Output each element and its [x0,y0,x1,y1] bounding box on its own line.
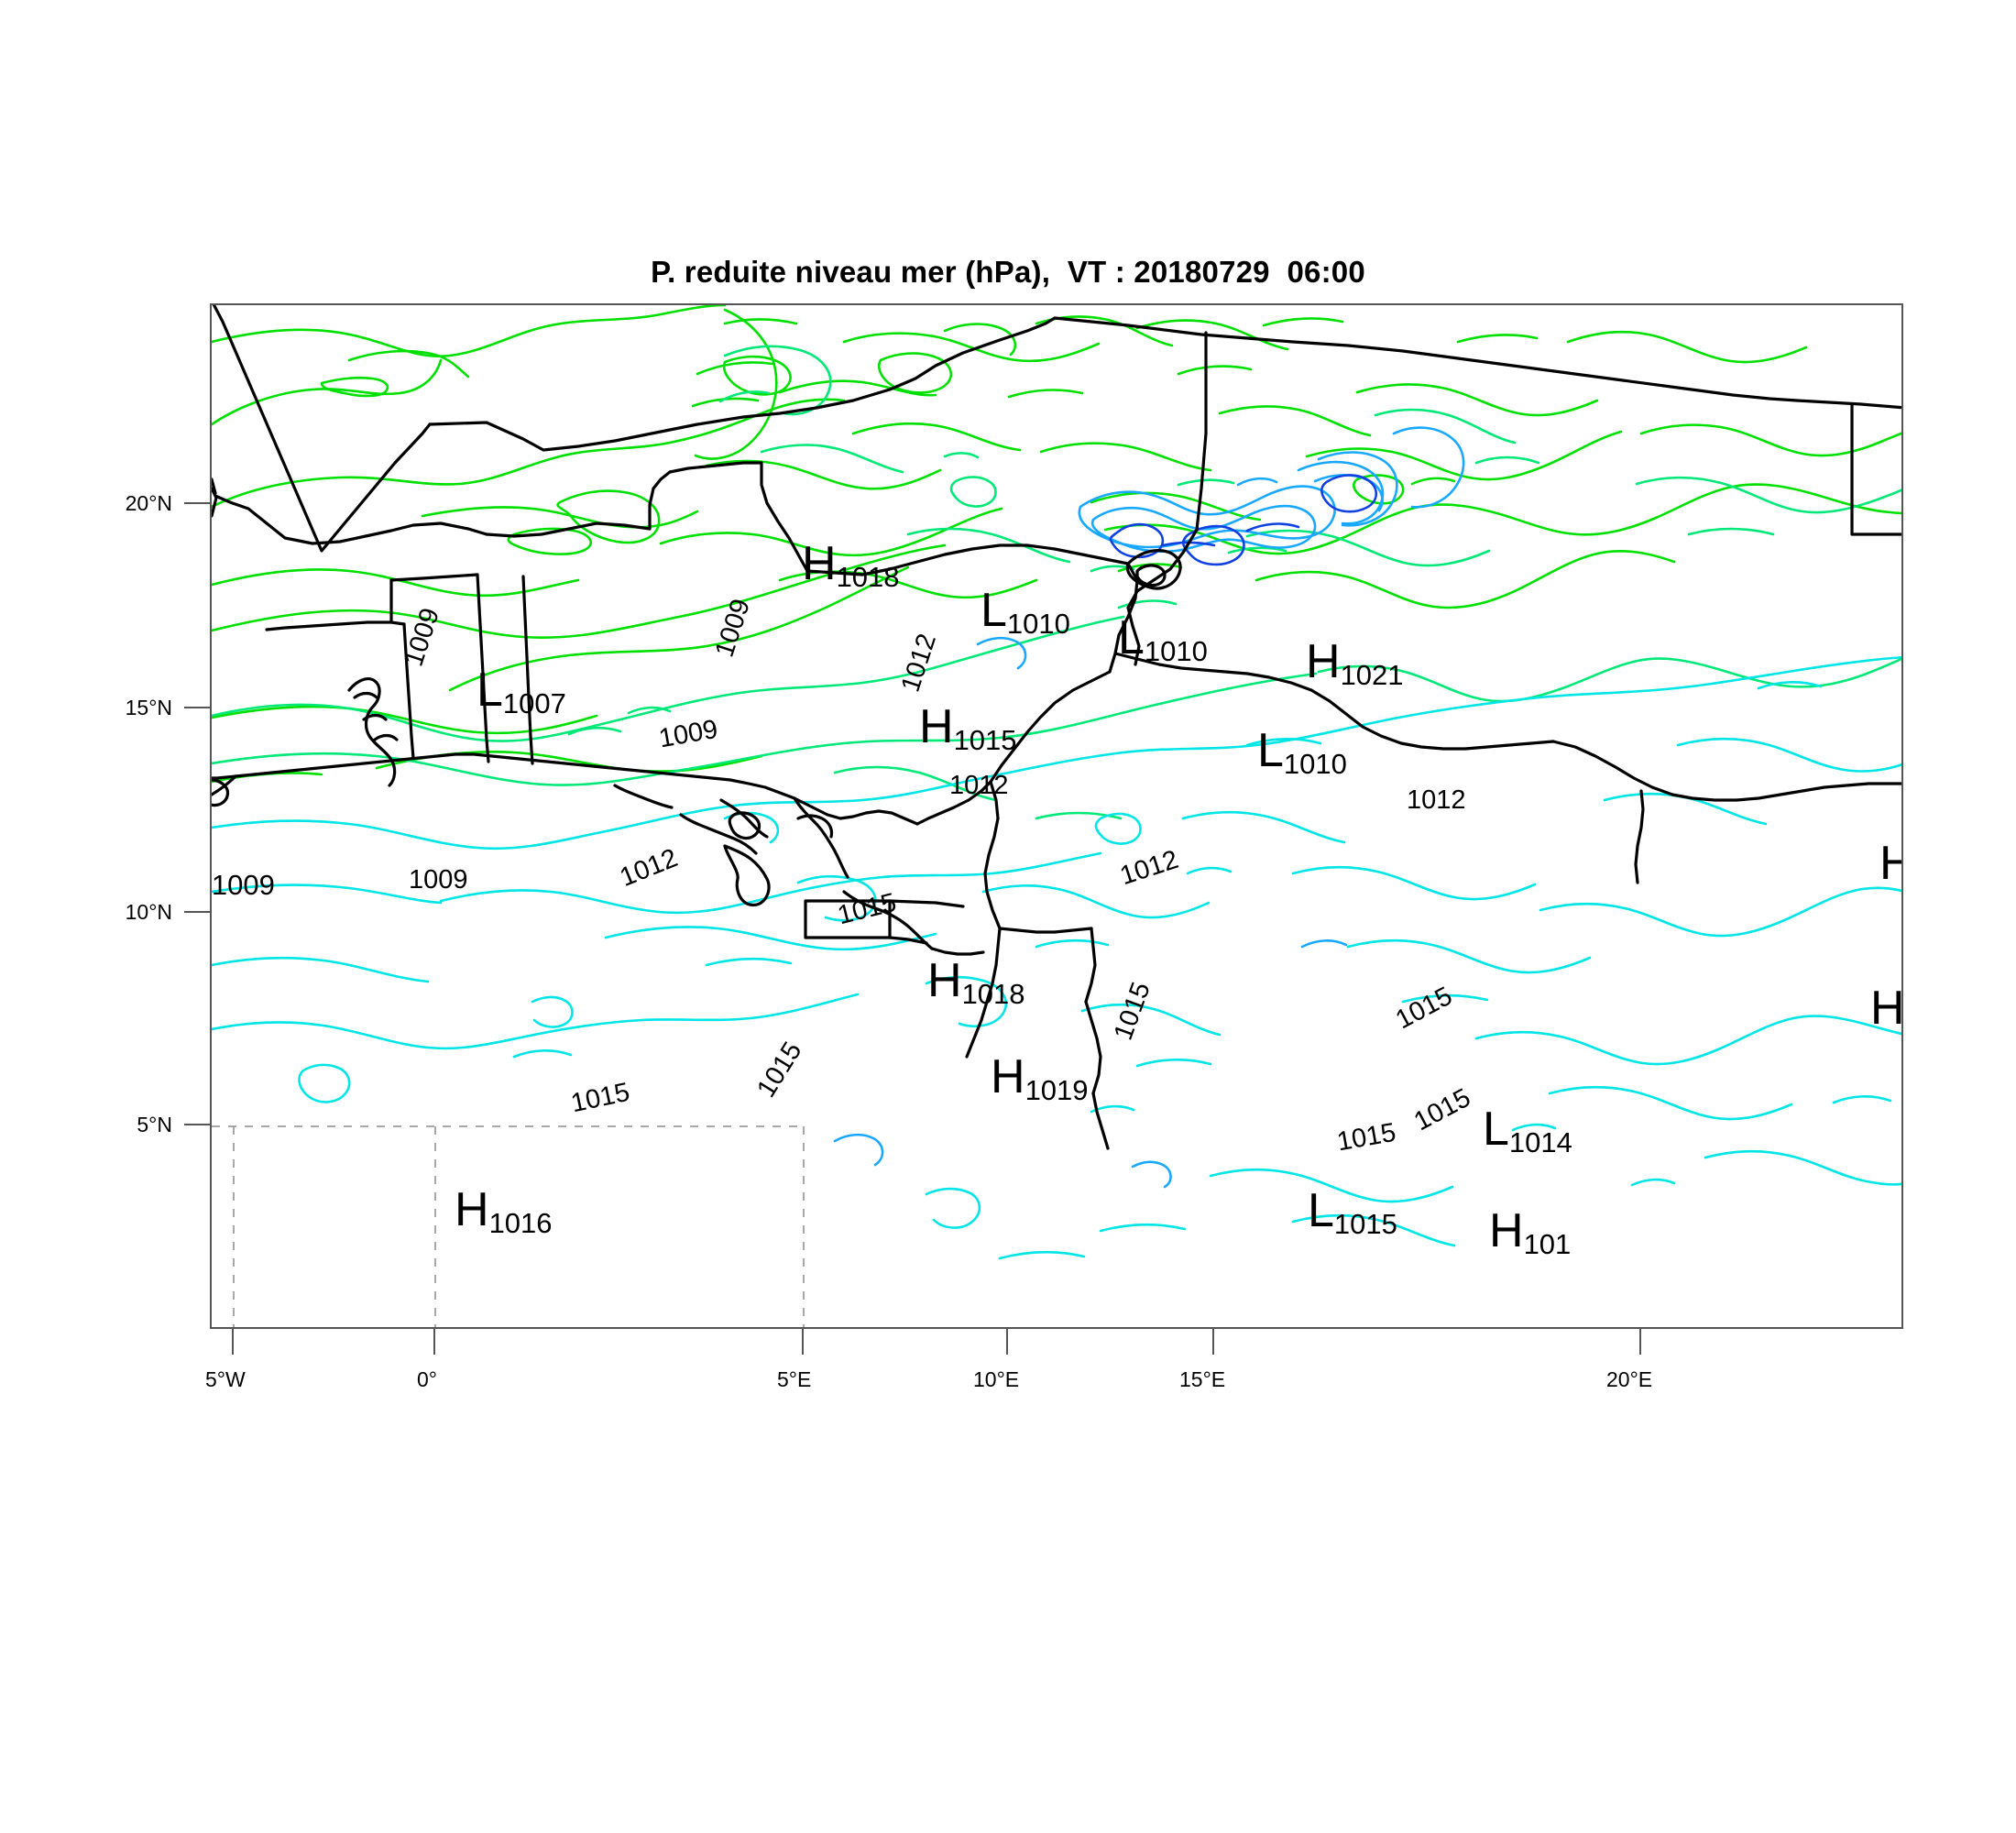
pressure-center-H-1018-north: H1018 [802,537,900,593]
x-tick-mark [1212,1329,1214,1355]
y-tick-mark [184,1124,210,1125]
x-tick-label-20E: 20°E [1606,1367,1653,1391]
x-tick-label-5W: 5°W [205,1367,246,1391]
x-tick-label-5E: 5°E [777,1367,812,1391]
x-tick-mark [1006,1329,1008,1355]
contour-group-1015 [212,655,1901,1260]
geography-borders [212,305,1901,1150]
pressure-center-L-1014: L1014 [1483,1103,1572,1158]
pressure-center-L-1010-a: L1010 [981,584,1070,640]
graticule-dashed [212,1125,805,1327]
pressure-center-H-1016: H1016 [455,1183,553,1239]
y-tick-mark [184,707,210,708]
y-tick-mark [184,502,210,504]
y-tick-label-10N: 10°N [125,900,172,924]
pressure-center-H-right-edge-a: H [1879,840,1901,887]
pressure-center-L-1010-b: L1010 [1118,611,1208,667]
contour-group-1009 [212,305,1901,784]
x-tick-mark [433,1329,435,1355]
pressure-center-L-1009: L1009 [211,869,275,901]
contour-label: 1012 [949,771,1009,800]
pressure-center-L-1010-c: L1010 [1257,724,1347,780]
pressure-center-H-1018-central: H1018 [927,954,1025,1010]
x-tick-label-0: 0° [417,1367,437,1391]
x-tick-mark [1639,1329,1641,1355]
y-tick-mark [184,911,210,913]
y-tick-label-20N: 20°N [125,491,172,515]
x-tick-label-10E: 10°E [973,1367,1020,1391]
x-tick-mark [232,1329,234,1355]
pressure-center-H-1021: H1021 [1306,635,1404,691]
x-tick-mark [802,1329,804,1355]
contour-group-1012 [212,345,1901,820]
page-title: P. reduite niveau mer (hPa), VT : 201807… [651,255,1365,289]
pressure-center-L-1015: L1015 [1308,1184,1397,1240]
contour-group-1018 [833,426,1465,1189]
pressure-center-H-bottom-right: H101 [1489,1204,1572,1260]
y-tick-label-15N: 15°N [125,696,172,719]
y-tick-label-5N: 5°N [137,1113,172,1136]
contour-label: 1009 [409,865,468,895]
pressure-center-L-1007: L1007 [477,664,566,719]
contour-map-svg [212,305,1901,1327]
pressure-center-H-1019: H1019 [991,1050,1089,1106]
pressure-center-H-right-edge-b: H [1870,982,1903,1035]
map-plot-area: 1009 1009 1009 1012 1012 1012 1012 1012 … [210,303,1903,1329]
x-tick-label-15E: 15°E [1179,1367,1226,1391]
contour-label: 1012 [1407,785,1466,815]
pressure-center-H-1015: H1015 [919,700,1017,756]
